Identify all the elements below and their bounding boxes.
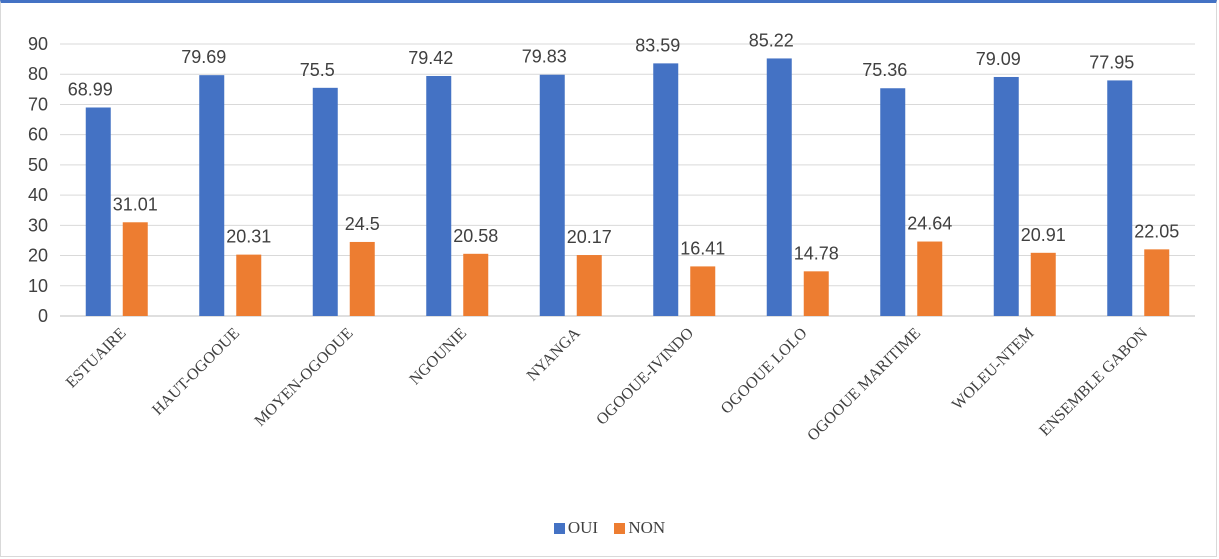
x-tick-label: MOYEN-OGOOUE xyxy=(252,325,357,430)
data-label-oui: 77.95 xyxy=(1089,52,1134,72)
x-tick-label: OGOOUE-IVINDO xyxy=(593,325,697,429)
y-tick-label: 10 xyxy=(28,276,48,296)
bar-non xyxy=(236,254,262,316)
bar-non xyxy=(1030,252,1056,316)
y-tick-label: 70 xyxy=(28,94,48,114)
bar-oui xyxy=(653,63,679,317)
bar-oui xyxy=(766,58,792,316)
bar-oui xyxy=(880,88,906,316)
data-label-oui: 79.42 xyxy=(408,48,453,68)
data-label-oui: 79.09 xyxy=(976,49,1021,69)
bar-oui xyxy=(993,76,1019,316)
legend-swatch-non xyxy=(614,522,626,534)
data-label-non: 22.05 xyxy=(1134,221,1179,241)
data-label-non: 14.78 xyxy=(794,243,839,263)
data-label-non: 20.17 xyxy=(567,227,612,247)
data-label-oui: 83.59 xyxy=(635,35,680,55)
legend-item-oui: OUI xyxy=(553,518,599,538)
data-label-non: 20.91 xyxy=(1021,225,1066,245)
legend-swatch-oui xyxy=(553,522,565,534)
legend-label-non: NON xyxy=(628,518,666,537)
bar-oui xyxy=(1107,80,1133,316)
x-tick-label: NGOUNIE xyxy=(407,325,471,389)
y-tick-label: 90 xyxy=(28,34,48,54)
data-label-non: 31.01 xyxy=(113,194,158,214)
bar-non xyxy=(463,253,489,316)
bar-non xyxy=(803,271,829,316)
data-label-non: 24.5 xyxy=(345,214,380,234)
bar-oui xyxy=(312,87,338,316)
x-tick-label: NYANGA xyxy=(524,324,584,384)
bar-non xyxy=(690,266,716,316)
data-label-oui: 85.22 xyxy=(749,30,794,50)
chart-legend: OUI NON xyxy=(0,518,1219,539)
data-label-oui: 79.83 xyxy=(522,47,567,67)
y-tick-label: 0 xyxy=(38,306,48,326)
x-tick-label: ESTUAIRE xyxy=(63,325,130,392)
y-tick-label: 80 xyxy=(28,64,48,84)
bar-oui xyxy=(199,75,225,316)
data-label-non: 20.58 xyxy=(453,226,498,246)
y-tick-label: 40 xyxy=(28,185,48,205)
x-tick-label: OGOOUE MARITIME xyxy=(804,325,924,445)
y-tick-label: 60 xyxy=(28,125,48,145)
bar-oui xyxy=(85,107,111,316)
y-tick-label: 30 xyxy=(28,215,48,235)
legend-item-non: NON xyxy=(614,518,665,538)
data-label-non: 24.64 xyxy=(907,214,952,234)
bar-chart: 0 10 20 30 40 50 60 70 80 90 68.99 31.01 ESTUAIRE 79.… xyxy=(28,30,1195,445)
data-label-oui: 75.36 xyxy=(862,60,907,80)
y-tick-label: 20 xyxy=(28,246,48,266)
y-tick-label: 50 xyxy=(28,155,48,175)
data-label-non: 16.41 xyxy=(680,238,725,258)
bar-oui xyxy=(426,75,452,316)
bar-non xyxy=(917,241,943,316)
bar-non xyxy=(576,255,602,316)
x-tick-label: HAUT-OGOOUE xyxy=(149,325,243,419)
data-label-non: 20.31 xyxy=(226,227,271,247)
x-tick-label: OGOOUE LOLO xyxy=(718,325,811,418)
bar-non xyxy=(349,241,375,316)
x-tick-label: WOLEU-NTEM xyxy=(949,325,1038,414)
data-label-oui: 79.69 xyxy=(181,47,226,67)
bar-non xyxy=(122,222,148,316)
bar-non xyxy=(1144,249,1170,316)
data-label-oui: 75.5 xyxy=(300,60,335,80)
legend-label-oui: OUI xyxy=(567,518,599,537)
x-tick-label: ENSEMBLE GABON xyxy=(1036,324,1151,439)
data-label-oui: 68.99 xyxy=(68,79,113,99)
bar-oui xyxy=(539,74,565,317)
